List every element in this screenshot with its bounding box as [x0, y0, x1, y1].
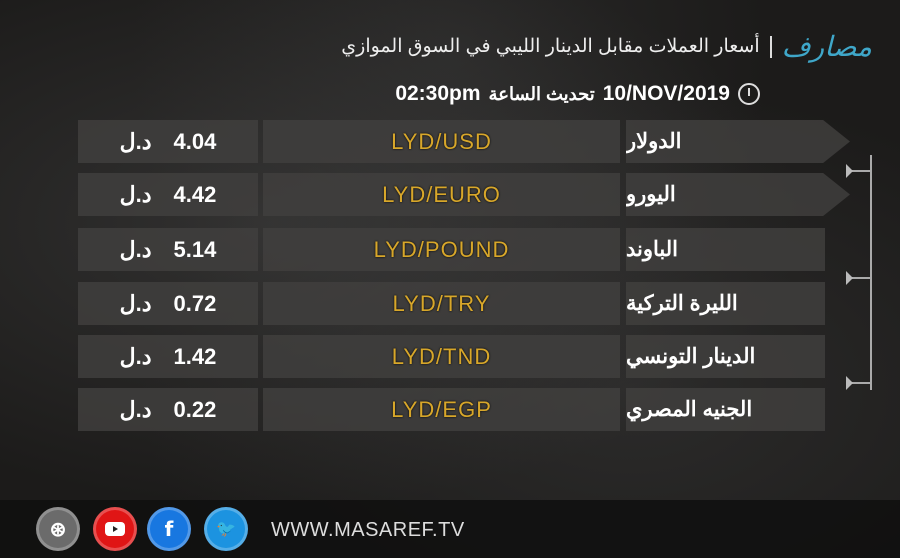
- timeline-line: [870, 155, 872, 390]
- facebook-icon: f: [164, 517, 174, 541]
- rate-value-cell: د.ل 4.42: [78, 173, 258, 216]
- dribbble-icon: ⊛: [49, 518, 67, 541]
- currency-name-cell: الليرة التركية: [626, 282, 825, 325]
- update-time: 02:30pm: [395, 82, 481, 105]
- timeline-marker: [846, 164, 870, 178]
- header: أسعار العملات مقابل الدينار الليبي في ال…: [341, 30, 872, 63]
- rate-value-cell: د.ل 0.22: [78, 388, 258, 431]
- youtube-button[interactable]: [93, 507, 137, 551]
- currency-name-cell: الباوند: [626, 228, 825, 271]
- timeline-marker: [846, 376, 870, 390]
- divider: [769, 35, 772, 58]
- currency-pair-cell: LYD/EURO: [263, 173, 620, 216]
- currency-pair-cell: LYD/TND: [263, 335, 620, 378]
- currency-name-cell: اليورو: [626, 173, 850, 216]
- rate-value-cell: د.ل 4.04: [78, 120, 258, 163]
- currency-pair: LYD/EURO: [382, 181, 501, 207]
- currency-pair: LYD/POUND: [373, 236, 510, 262]
- update-info: 02:30pm تحديث الساعة 10/NOV/2019: [395, 82, 760, 106]
- rate-unit: د.ل: [119, 128, 152, 154]
- dribbble-button[interactable]: ⊛: [36, 507, 80, 551]
- currency-name-cell: الدولار: [626, 120, 850, 163]
- currency-pair: LYD/TND: [391, 343, 492, 369]
- currency-name-cell: الدينار التونسي: [626, 335, 825, 378]
- currency-name: الجنيه المصري: [626, 398, 753, 421]
- masaref-logo: مصارف: [781, 30, 872, 63]
- currency-pair: LYD/USD: [391, 128, 492, 154]
- update-date: 10/NOV/2019: [602, 82, 730, 105]
- rate-value: 4.04: [173, 128, 217, 154]
- rate-value: 0.22: [173, 396, 217, 422]
- rate-value: 0.72: [173, 290, 217, 316]
- facebook-button[interactable]: f: [147, 507, 191, 551]
- website-link[interactable]: WWW.MASAREF.TV: [271, 519, 465, 541]
- currency-name: الليرة التركية: [626, 292, 738, 315]
- page-title: أسعار العملات مقابل الدينار الليبي في ال…: [341, 36, 760, 57]
- currency-pair-cell: LYD/EGP: [263, 388, 620, 431]
- currency-pair: LYD/EGP: [391, 396, 492, 422]
- currency-pair: LYD/TRY: [392, 290, 491, 316]
- rate-unit: د.ل: [119, 396, 152, 422]
- timeline-marker: [846, 271, 870, 285]
- currency-pair-cell: LYD/USD: [263, 120, 620, 163]
- rate-value-cell: د.ل 1.42: [78, 335, 258, 378]
- rate-value: 1.42: [173, 343, 217, 369]
- rate-unit: د.ل: [119, 343, 152, 369]
- update-label: تحديث الساعة: [488, 83, 595, 104]
- currency-name: الدينار التونسي: [626, 345, 756, 368]
- rate-unit: د.ل: [119, 181, 152, 207]
- rate-value-cell: د.ل 5.14: [78, 228, 258, 271]
- currency-name-cell: الجنيه المصري: [626, 388, 825, 431]
- currency-name: الدولار: [626, 130, 682, 153]
- youtube-icon: [105, 522, 125, 536]
- rate-value: 5.14: [173, 236, 217, 262]
- rate-unit: د.ل: [119, 290, 152, 316]
- clock-icon: [738, 83, 760, 105]
- rate-value-cell: د.ل 0.72: [78, 282, 258, 325]
- twitter-icon: 🐦: [216, 521, 236, 538]
- currency-pair-cell: LYD/POUND: [263, 228, 620, 271]
- currency-name: اليورو: [626, 183, 676, 206]
- currency-pair-cell: LYD/TRY: [263, 282, 620, 325]
- rate-value: 4.42: [173, 181, 217, 207]
- currency-name: الباوند: [626, 238, 678, 261]
- rate-unit: د.ل: [119, 236, 152, 262]
- twitter-button[interactable]: 🐦: [204, 507, 248, 551]
